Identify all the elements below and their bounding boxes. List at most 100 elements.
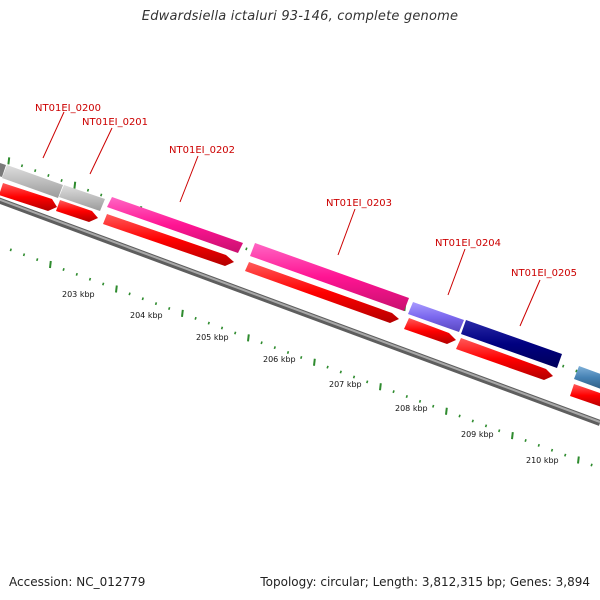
lower-tick [511, 431, 514, 440]
lower-tick [379, 383, 382, 391]
gene-label-0202: NT01EI_0202 [169, 145, 235, 156]
gene-arrow-2 [56, 200, 98, 222]
gene-label-0200: NT01EI_0200 [35, 103, 101, 114]
lower-tick [590, 463, 593, 467]
upper-tick [60, 178, 63, 182]
upper-tick [73, 181, 77, 189]
accession-text: Accession: NC_012779 [9, 575, 146, 589]
lower-tick [577, 456, 580, 464]
gene-bar-NT01EI_0205 [461, 320, 562, 368]
callout-line-0201 [89, 127, 113, 175]
lower-tick [115, 285, 118, 293]
lower-tick [498, 429, 501, 433]
backbone-group [0, 197, 600, 426]
lower-tick [88, 277, 92, 281]
lower-tick [524, 438, 527, 442]
lower-tick [102, 282, 105, 286]
lower-tick [128, 292, 131, 296]
lower-tick [392, 390, 395, 394]
lower-tick [564, 453, 567, 457]
genome-title: Edwardsiella ictaluri 93-146, complete g… [141, 9, 459, 24]
forward-strand-genes [0, 163, 600, 389]
upper-tick [20, 164, 24, 168]
lower-tick [300, 355, 303, 359]
lower-tick [247, 334, 250, 342]
callout-line-0202 [179, 155, 199, 203]
ruler-label-206: 206 kbp [263, 355, 296, 364]
lower-tick [326, 365, 329, 369]
lower-tick [471, 419, 474, 423]
lower-tick [537, 443, 540, 447]
ruler-label-210: 210 kbp [526, 456, 559, 465]
lower-tick [22, 253, 26, 257]
upper-tick [575, 369, 578, 373]
upper-tick [100, 193, 103, 197]
lower-tick [260, 341, 263, 345]
callout-line-0205 [519, 279, 541, 327]
gene-labels: NT01EI_0200 NT01EI_0201 NT01EI_0202 NT01… [35, 103, 577, 279]
lower-tick [352, 375, 356, 379]
ruler-label-208: 208 kbp [395, 404, 428, 413]
callout-lines [42, 111, 541, 327]
genome-summary-text: Topology: circular; Length: 3,812,315 bp… [260, 575, 590, 589]
callout-line-0203 [337, 208, 356, 256]
lower-tick [313, 358, 316, 366]
gene-label-0205: NT01EI_0205 [511, 268, 577, 279]
lower-tick [194, 316, 197, 320]
upper-tick [562, 364, 565, 368]
gene-bar-next [574, 366, 600, 389]
gene-bar-NT01EI_0201 [59, 185, 105, 211]
gene-arrow-3 [103, 214, 234, 266]
upper-tick [245, 247, 248, 251]
gene-label-0201: NT01EI_0201 [82, 117, 148, 128]
lower-tick [405, 395, 408, 399]
lower-tick [168, 307, 171, 311]
gene-arrow-4 [245, 262, 399, 323]
gene-arrow-1 [0, 183, 57, 211]
lower-tick [273, 346, 276, 350]
lower-tick [234, 331, 237, 335]
gene-bar-NT01EI_0203 [250, 243, 409, 311]
lower-tick [75, 272, 78, 276]
lower-tick [36, 258, 39, 262]
reverse-strand-genes [0, 183, 600, 407]
lower-tick [9, 248, 12, 252]
gene-bar-NT01EI_0200 [2, 165, 63, 198]
upper-tick [86, 188, 90, 192]
callout-line-0200 [42, 111, 65, 159]
upper-tick [34, 169, 37, 173]
gene-bar-NT01EI_0202 [107, 197, 243, 253]
lower-tick [366, 380, 369, 384]
gene-arrow-6 [456, 338, 553, 380]
lower-tick [49, 260, 52, 269]
gene-label-0203: NT01EI_0203 [326, 198, 392, 209]
lower-tick [484, 424, 488, 428]
lower-tick [339, 370, 342, 374]
lower-tick [220, 326, 224, 330]
gene-bar-edge-left [0, 163, 6, 177]
lower-tick [550, 448, 554, 452]
ruler-label-203: 203 kbp [62, 290, 95, 299]
ruler-label-209: 209 kbp [461, 430, 494, 439]
ruler-label-204: 204 kbp [130, 311, 163, 320]
lower-tick [207, 321, 210, 325]
lower-tick [286, 351, 290, 355]
ruler-label-205: 205 kbp [196, 333, 229, 342]
upper-tick [47, 174, 50, 178]
ruler-labels: 203 kbp 204 kbp 205 kbp 206 kbp 207 kbp … [62, 290, 559, 465]
lower-tick [445, 407, 448, 415]
lower-tick [458, 414, 461, 418]
lower-tick [154, 302, 158, 306]
lower-tick [432, 404, 435, 408]
ruler-label-207: 207 kbp [329, 380, 362, 389]
upper-tick [7, 157, 11, 165]
callout-line-0204 [447, 248, 466, 296]
gene-arrow-7 [570, 384, 600, 407]
lower-tick [62, 267, 65, 271]
gene-label-0204: NT01EI_0204 [435, 238, 501, 249]
genome-backbone-highlight [0, 198, 600, 423]
lower-tick [418, 399, 422, 403]
gene-bar-NT01EI_0204 [408, 302, 464, 332]
